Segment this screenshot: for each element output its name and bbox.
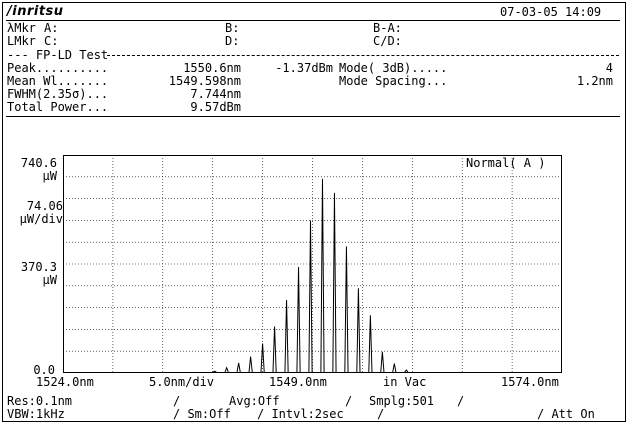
y-div-label: 74.06: [26, 199, 63, 213]
spectrum-peak: [380, 351, 385, 373]
resolution-setting: Res:0.1nm: [7, 394, 73, 408]
peak-power: -1.37dBm: [275, 61, 333, 75]
peak-label: Peak..........: [7, 61, 109, 75]
spectrum-peak: [368, 315, 373, 373]
spectrum-peak: [260, 343, 265, 373]
y-top-label: 740.6: [20, 156, 57, 170]
y-div-unit: μW/div: [19, 212, 63, 226]
spectrum-peak: [320, 178, 325, 373]
datetime: 07-03-05 14:09: [500, 5, 602, 19]
spectrum-peak: [272, 326, 277, 373]
marker-c-label: C:: [44, 34, 59, 48]
marker-d-label: D:: [225, 34, 240, 48]
spectrum-peak: [296, 267, 301, 373]
graph-grid: [63, 155, 562, 373]
spectrum-peak: [392, 363, 397, 373]
spectrum-peak: [224, 366, 229, 373]
osa-screen: /inritsu 07-03-05 14:09 λMkr A: B: B-A: …: [2, 2, 626, 422]
spectrum-peak: [284, 299, 289, 373]
y-mid-label: 370.3: [20, 260, 57, 274]
test-divider: [6, 116, 620, 117]
mode-spacing-value: 1.2nm: [576, 74, 613, 88]
test-title: --- FP-LD Test: [7, 48, 109, 62]
fwhm-value: 7.744nm: [190, 87, 241, 101]
lambda-marker-label: λMkr: [7, 21, 36, 35]
interval-setting: / Intvl:2sec: [257, 407, 344, 421]
spectrum-peak: [356, 288, 361, 373]
spectrum-peak: [212, 370, 217, 373]
header-divider: [6, 20, 620, 21]
spectrum-peak: [404, 369, 409, 373]
sampling-setting: Smplg:501: [369, 394, 435, 408]
smoothing-setting: / Sm:Off: [173, 407, 231, 421]
settings-separator: /: [345, 394, 353, 408]
y-mid-unit: μW: [42, 273, 57, 287]
mode-indicator: Normal( A ): [466, 156, 546, 170]
x-medium-label: in Vac: [383, 375, 427, 389]
mean-wl-value: 1549.598nm: [168, 74, 241, 88]
brand-logo: /inritsu: [7, 4, 64, 19]
spectrum-peak: [332, 192, 337, 373]
total-power-value: 9.57dBm: [190, 100, 241, 114]
marker-b-label: B:: [225, 21, 240, 35]
x-per-div-label: 5.0nm/div: [149, 375, 215, 389]
y-top-unit: μW: [42, 169, 57, 183]
fwhm-label: FWHM(2.35σ)...: [7, 87, 109, 101]
y-zero-label: 0.0: [33, 363, 55, 377]
mode-value: 4: [605, 61, 613, 75]
mean-wl-label: Mean Wl.......: [7, 74, 109, 88]
level-marker-label: LMkr: [7, 34, 36, 48]
x-stop-label: 1574.0nm: [501, 375, 559, 389]
mode-spacing-label: Mode Spacing...: [339, 74, 448, 88]
spectrum-peak: [248, 356, 253, 373]
marker-ba-label: B-A:: [373, 21, 402, 35]
spectrum-peak: [344, 246, 349, 373]
vbw-setting: VBW:1kHz: [7, 407, 65, 421]
x-center-label: 1549.0nm: [269, 375, 327, 389]
settings-separator: /: [457, 394, 465, 408]
x-start-label: 1524.0nm: [36, 375, 94, 389]
spectrum-graph[interactable]: [63, 155, 562, 373]
attenuator-setting: / Att On: [537, 407, 595, 421]
marker-a-label: A:: [44, 21, 59, 35]
spectrum-peak: [308, 220, 313, 373]
peak-wavelength: 1550.6nm: [183, 61, 241, 75]
marker-cd-label: C/D:: [373, 34, 402, 48]
total-power-label: Total Power...: [7, 100, 109, 114]
average-setting: Avg:Off: [229, 394, 280, 408]
mode-label: Mode( 3dB).....: [339, 61, 448, 75]
spectrum-peak: [236, 362, 241, 373]
settings-separator: /: [173, 394, 181, 408]
settings-separator: /: [377, 407, 385, 421]
spectrum-trace: [212, 178, 409, 373]
test-title-rule: [107, 55, 619, 56]
